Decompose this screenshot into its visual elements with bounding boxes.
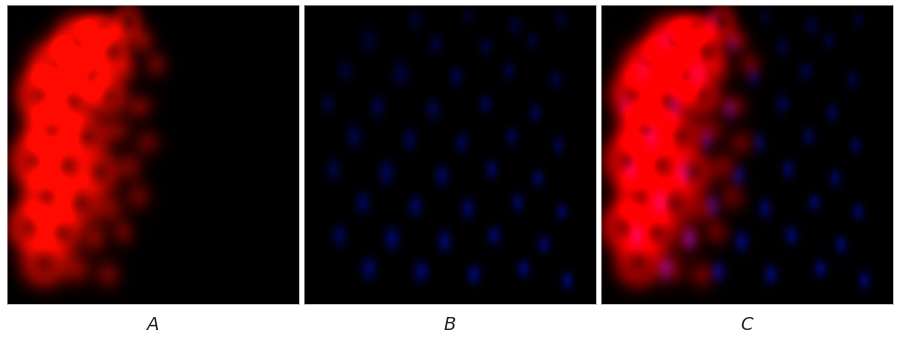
Text: A: A (147, 316, 159, 334)
Text: C: C (741, 316, 753, 334)
Text: B: B (444, 316, 456, 334)
